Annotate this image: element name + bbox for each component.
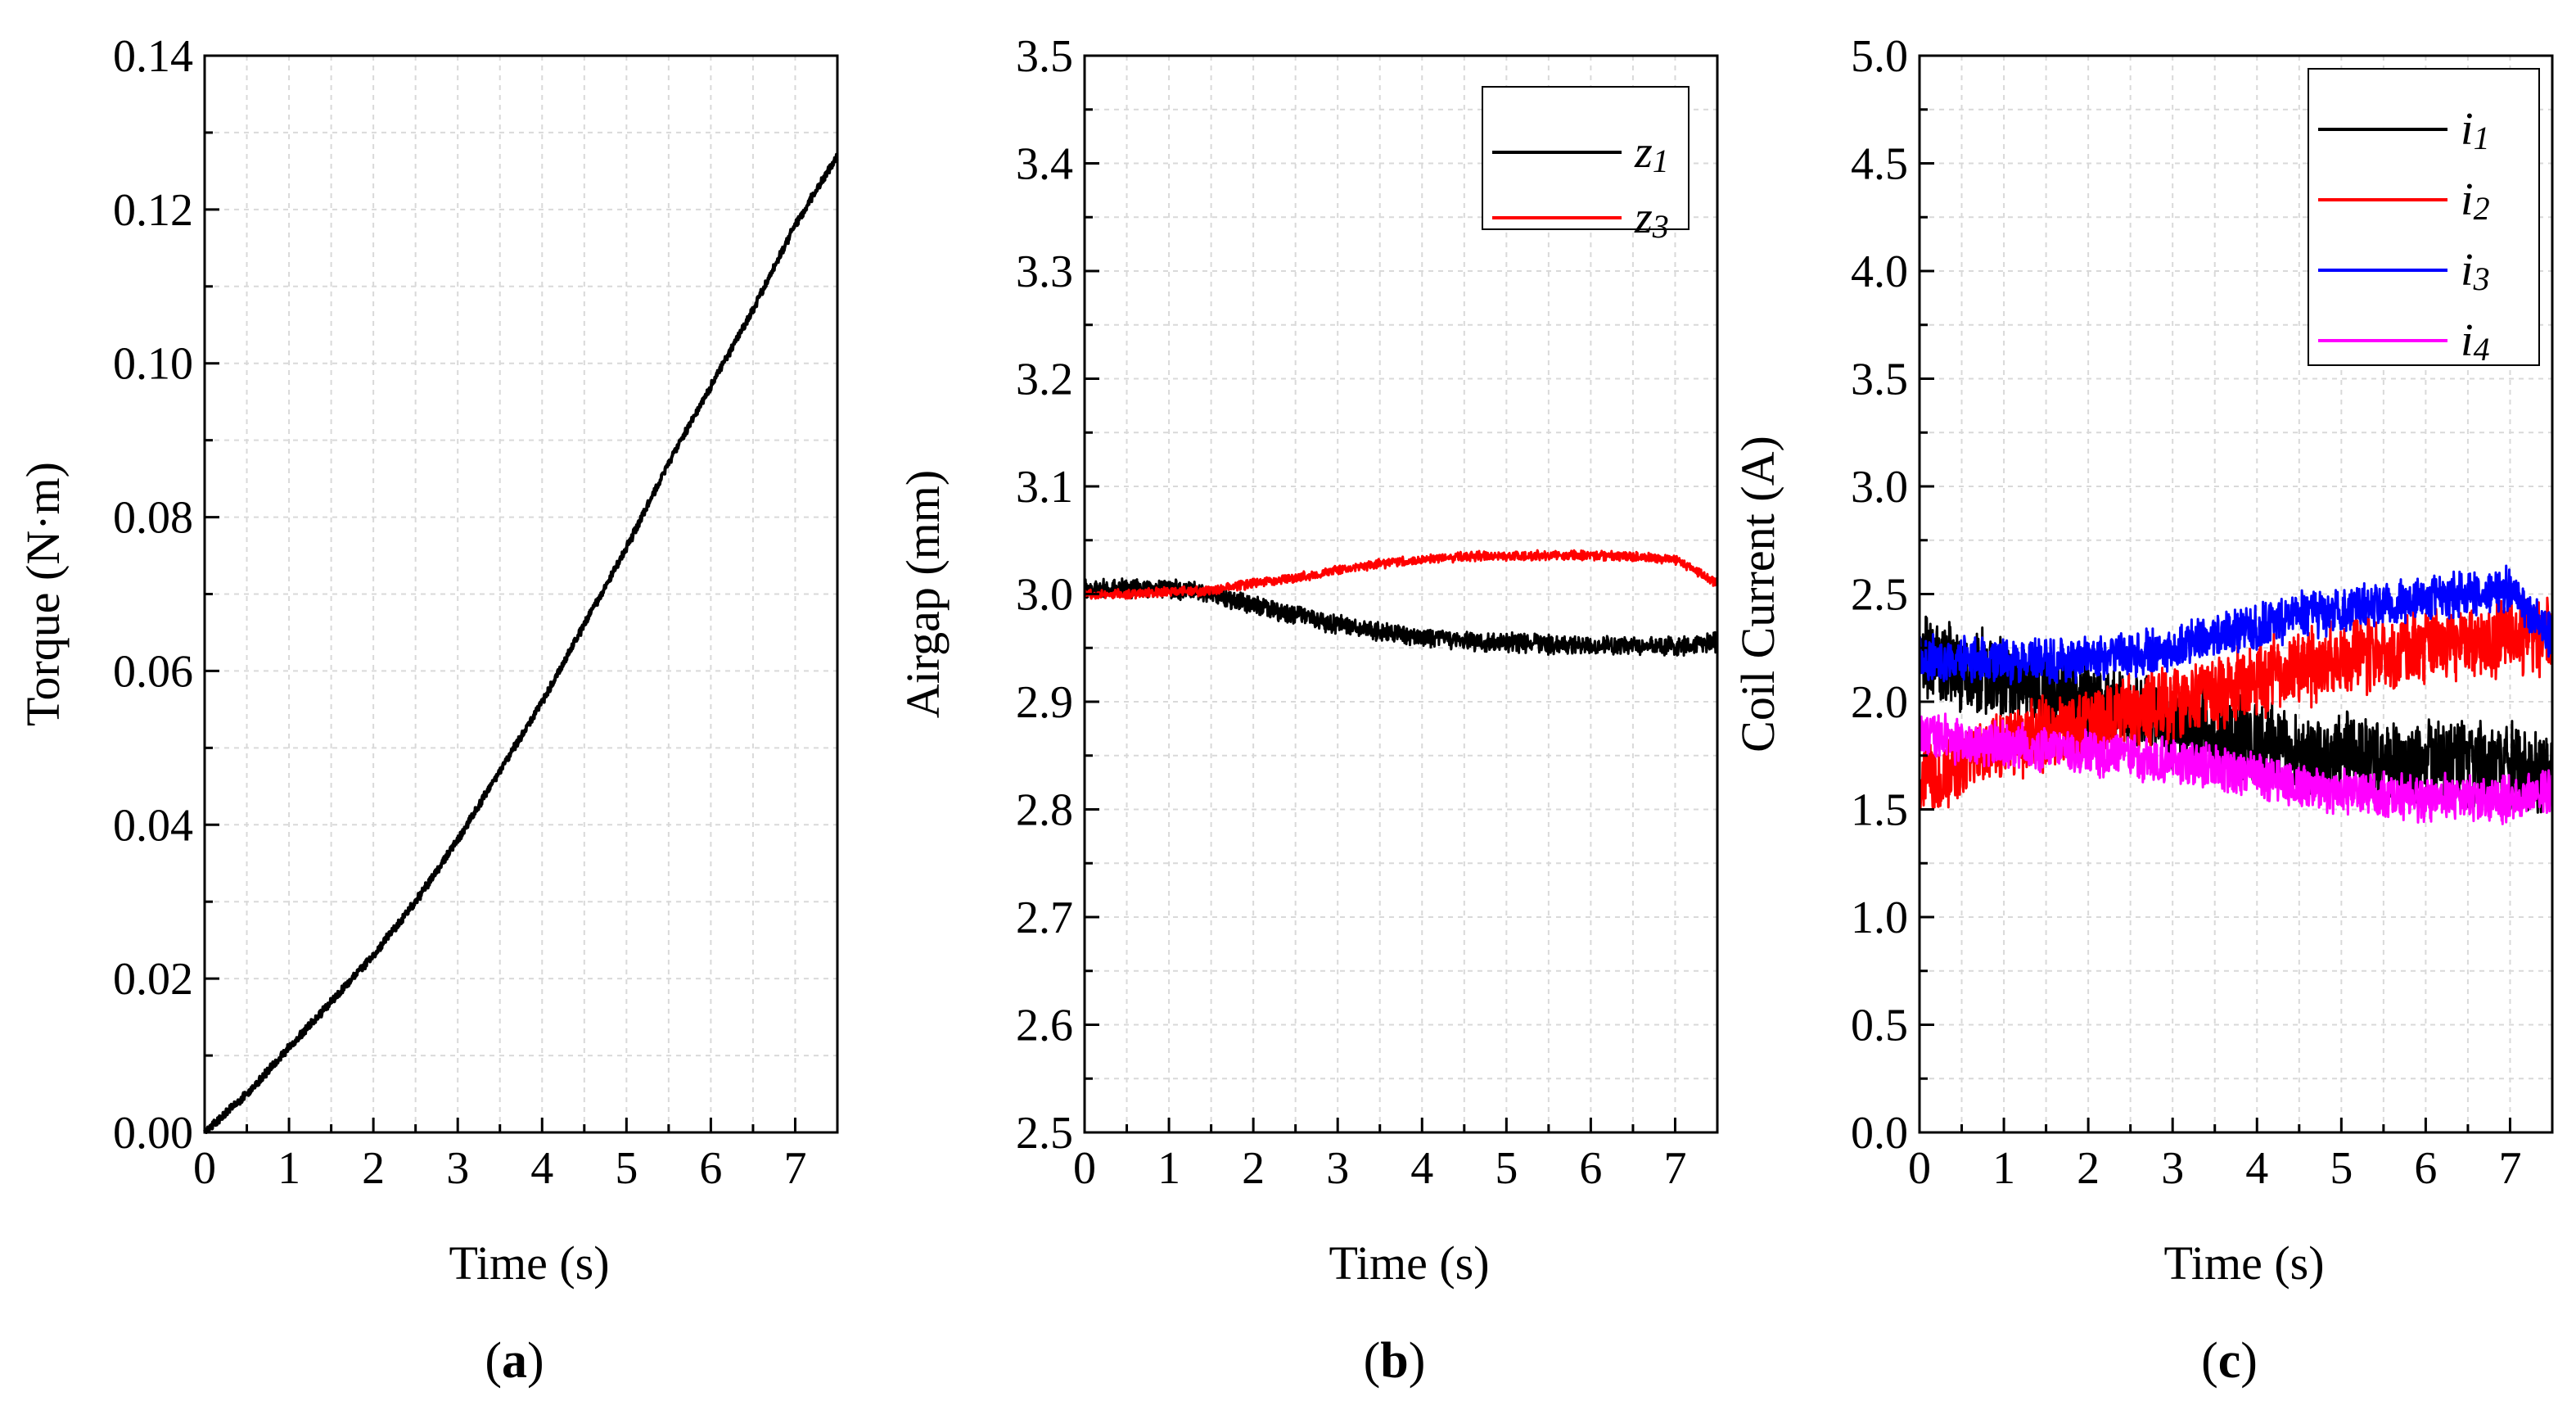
series-line-a-Torque <box>203 152 839 1134</box>
y-axis-title-b: Airgap (mm) <box>896 470 950 718</box>
legend-c: i1 i2 i3 i4 <box>2308 68 2540 368</box>
y-tick-label: 4.0 <box>1851 246 1908 297</box>
x-tick-label: 6 <box>2414 1143 2437 1194</box>
x-axis-title-c: Time (s) <box>2163 1236 2324 1290</box>
x-axis-title-b: Time (s) <box>1329 1236 1489 1290</box>
x-tick-label: 1 <box>277 1143 300 1194</box>
y-tick-label: 4.5 <box>1851 139 1908 190</box>
y-tick-label: 1.5 <box>1851 785 1908 836</box>
y-tick-label: 0.5 <box>1851 1001 1908 1051</box>
x-tick-label: 6 <box>699 1143 722 1194</box>
x-tick-label: 0 <box>1908 1143 1931 1194</box>
x-tick-label: 7 <box>783 1143 806 1194</box>
y-tick-label: 3.5 <box>1851 355 1908 405</box>
x-tick-label: 1 <box>1157 1143 1180 1194</box>
legend-label: i4 <box>2461 315 2490 368</box>
x-tick-label: 7 <box>2498 1143 2521 1194</box>
y-tick-label: 0.0 <box>1851 1108 1908 1159</box>
series-line-c-i4 <box>1918 712 2554 825</box>
legend-box <box>2308 68 2540 366</box>
x-tick-label: 1 <box>1992 1143 2015 1194</box>
y-tick-label: 1.0 <box>1851 893 1908 943</box>
x-tick-label: 2 <box>1242 1143 1265 1194</box>
y-tick-label: 0.14 <box>113 31 193 82</box>
y-tick-label: 0.00 <box>113 1108 193 1159</box>
y-tick-label: 3.0 <box>1016 570 1073 621</box>
y-tick-label: 0.02 <box>113 954 193 1005</box>
x-tick-label: 2 <box>362 1143 385 1194</box>
legend-label: i2 <box>2461 174 2490 227</box>
x-tick-label: 4 <box>530 1143 553 1194</box>
x-tick-label: 5 <box>2330 1143 2353 1194</box>
y-tick-label: 3.0 <box>1851 462 1908 513</box>
legend-label: z3 <box>1634 192 1669 245</box>
x-tick-label: 3 <box>1326 1143 1349 1194</box>
x-tick-label: 3 <box>446 1143 469 1194</box>
y-tick-label: 5.0 <box>1851 31 1908 82</box>
y-tick-label: 0.12 <box>113 185 193 236</box>
y-tick-label: 0.06 <box>113 646 193 697</box>
x-tick-label: 6 <box>1579 1143 1602 1194</box>
grid-b <box>1085 56 1717 1132</box>
chart-panel-c: 0 1 2 3 4 5 6 7 0.0 0.5 1.0 1.5 2.0 2.5 3.0 3.5 4.0 4.5 5.… <box>1731 31 2554 1389</box>
x-tick-label: 5 <box>615 1143 638 1194</box>
x-tick-label: 0 <box>1073 1143 1096 1194</box>
x-tick-label: 4 <box>1410 1143 1433 1194</box>
y-tick-label: 0.08 <box>113 493 193 544</box>
chart-panel-b: 0 1 2 3 4 5 6 7 2.5 2.6 2.7 2.8 2.9 3.0 3.1 3.2 3.3 3.4 3.… <box>896 31 1719 1389</box>
series-line-c-i3 <box>1918 564 2554 685</box>
x-tick-label: 4 <box>2245 1143 2268 1194</box>
grid-a <box>205 56 837 1132</box>
y-tick-label: 0.04 <box>113 800 193 851</box>
y-tick-label: 2.5 <box>1851 570 1908 621</box>
y-axis-title-a: Torque (N·m) <box>16 462 70 726</box>
y-tick-label: 0.10 <box>113 339 193 390</box>
y-tick-label: 3.2 <box>1016 355 1073 405</box>
y-tick-label: 2.0 <box>1851 677 1908 728</box>
y-axis-title-c: Coil Current (A) <box>1731 436 1784 752</box>
x-tick-label: 2 <box>2077 1143 2100 1194</box>
x-tick-label: 0 <box>193 1143 216 1194</box>
x-tick-label: 3 <box>2161 1143 2184 1194</box>
x-tick-label: 7 <box>1663 1143 1686 1194</box>
legend-label: z1 <box>1634 127 1669 179</box>
panel-label-c: (c) <box>2201 1333 2258 1389</box>
y-tick-label: 2.6 <box>1016 1001 1073 1051</box>
series-line-b-z3 <box>1083 549 1719 600</box>
y-tick-label: 2.8 <box>1016 785 1073 836</box>
chart-panel-a: 0 1 2 3 4 5 6 7 0.00 0.02 0.04 0.06 0.08 0.10 0.12 0.14… <box>16 31 839 1389</box>
y-tick-label: 3.4 <box>1016 139 1073 190</box>
y-tick-label: 2.5 <box>1016 1108 1073 1159</box>
y-tick-label: 3.3 <box>1016 246 1073 297</box>
legend-box <box>1482 86 1690 230</box>
y-tick-label: 3.1 <box>1016 462 1073 513</box>
panel-label-b: (b) <box>1364 1333 1426 1389</box>
y-tick-label: 2.9 <box>1016 677 1073 728</box>
x-tick-label: 5 <box>1495 1143 1518 1194</box>
legend-label: i1 <box>2461 104 2490 156</box>
x-axis-title-a: Time (s) <box>449 1236 609 1290</box>
y-tick-label: 3.5 <box>1016 31 1073 82</box>
legend-label: i3 <box>2461 245 2490 297</box>
y-tick-label: 2.7 <box>1016 893 1073 943</box>
panel-label-a: (a) <box>485 1333 544 1389</box>
